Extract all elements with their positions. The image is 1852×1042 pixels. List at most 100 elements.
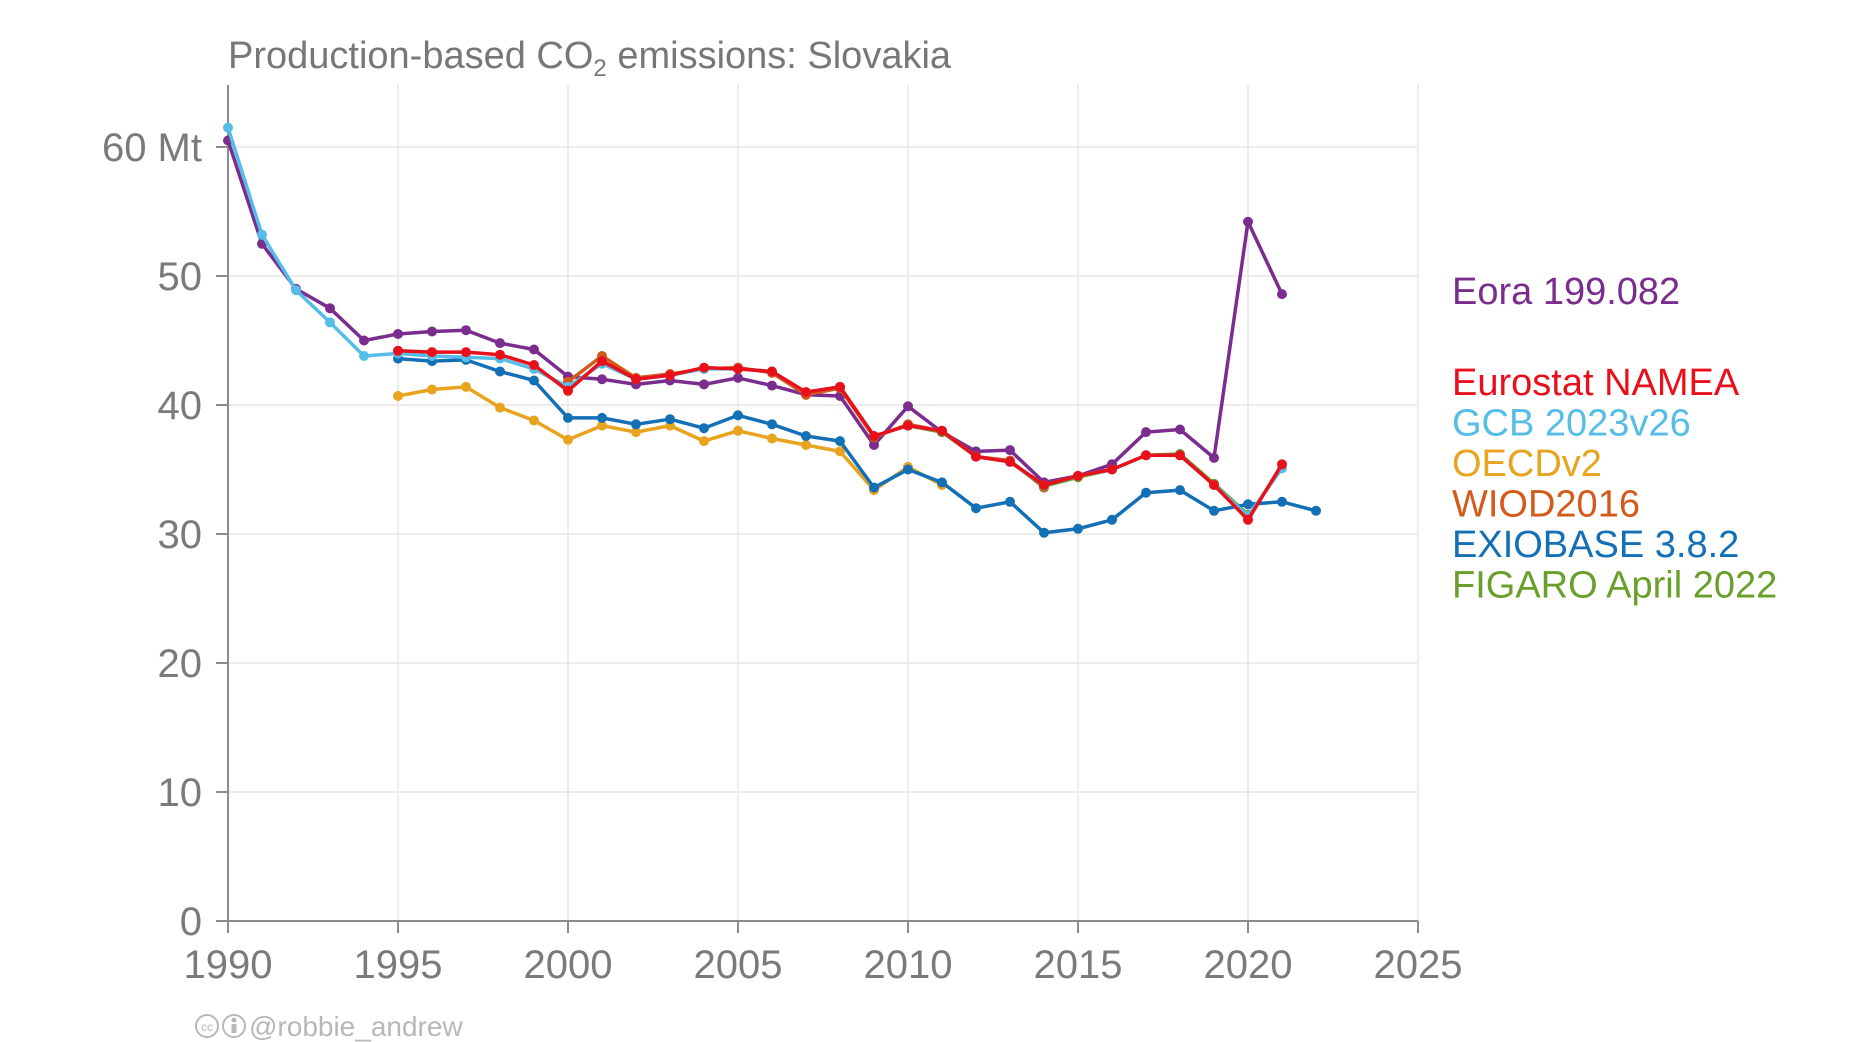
x-tick-label: 2005 — [694, 943, 783, 987]
data-point-eurostat-namea — [665, 370, 675, 381]
data-point-eurostat-namea — [1209, 480, 1219, 490]
data-point-eurostat-namea — [1277, 459, 1287, 470]
data-point-exiobase-3-8-2 — [937, 477, 947, 488]
data-point-eurostat-namea — [631, 374, 641, 385]
data-point-exiobase-3-8-2 — [1175, 485, 1185, 496]
data-point-oecdv2 — [461, 381, 471, 392]
data-point-eora-199-082 — [1243, 216, 1253, 227]
attribution-icon — [222, 1014, 246, 1038]
data-point-eora-199-082 — [1005, 445, 1015, 456]
data-point-exiobase-3-8-2 — [1039, 527, 1049, 538]
series-oecdv2 — [393, 381, 947, 496]
chart-title-subscript: 2 — [593, 55, 606, 82]
y-tick-label: 60 Mt — [102, 126, 202, 170]
data-point-eora-199-082 — [495, 338, 505, 349]
data-point-gcb-2023v26 — [257, 229, 267, 240]
data-point-oecdv2 — [835, 446, 845, 457]
chart-title: Production-based CO2 emissions: Slovakia — [228, 35, 952, 82]
data-point-gcb-2023v26 — [291, 285, 301, 296]
x-tick-label: 1990 — [184, 943, 273, 987]
data-point-gcb-2023v26 — [223, 122, 233, 133]
data-point-exiobase-3-8-2 — [1243, 499, 1253, 510]
y-tick-label: 30 — [158, 513, 203, 557]
data-point-eurostat-namea — [1175, 450, 1185, 461]
data-point-oecdv2 — [393, 391, 403, 401]
data-point-exiobase-3-8-2 — [733, 410, 743, 421]
data-point-eora-199-082 — [597, 374, 607, 385]
chart-title-prefix: Production-based CO — [228, 35, 593, 77]
data-point-gcb-2023v26 — [325, 317, 335, 328]
data-point-eora-199-082 — [529, 344, 539, 355]
data-point-eurostat-namea — [1107, 464, 1117, 475]
data-point-exiobase-3-8-2 — [665, 414, 675, 425]
data-point-exiobase-3-8-2 — [1005, 496, 1015, 507]
data-point-oecdv2 — [529, 415, 539, 426]
creative-commons-icon: cc — [195, 1014, 219, 1038]
legend-item-eora-199-082: Eora 199.082 — [1452, 271, 1680, 313]
series-line-oecdv2 — [396, 385, 944, 492]
data-point-eurostat-namea — [869, 431, 879, 441]
legend-item-oecdv2: OECDv2 — [1452, 443, 1602, 485]
data-point-exiobase-3-8-2 — [801, 431, 811, 441]
legend-item-gcb-2023v26: GCB 2023v26 — [1452, 403, 1691, 445]
data-point-eora-199-082 — [1209, 452, 1219, 463]
data-point-eurostat-namea — [835, 381, 845, 392]
data-point-eurostat-namea — [767, 366, 777, 377]
data-point-oecdv2 — [495, 402, 505, 413]
data-point-exiobase-3-8-2 — [631, 419, 641, 430]
axes: 1990 1995 2000 2005 2010 2015 2020 2025 0 10 20 30 4… — [102, 85, 1463, 987]
data-point-eurostat-namea — [1005, 456, 1015, 467]
data-point-eurostat-namea — [563, 385, 573, 396]
data-point-eurostat-namea — [1141, 450, 1151, 461]
y-tick-label: 50 — [158, 255, 203, 299]
data-point-eora-199-082 — [359, 335, 369, 346]
data-point-eora-199-082 — [325, 303, 335, 314]
series-line-exiobase-3-8-2 — [396, 356, 1318, 535]
data-point-exiobase-3-8-2 — [1311, 505, 1321, 516]
gridlines — [228, 85, 1419, 921]
data-point-eora-199-082 — [393, 329, 403, 339]
data-point-oecdv2 — [733, 425, 743, 436]
legend-item-wiod2016: WIOD2016 — [1452, 484, 1640, 526]
data-point-exiobase-3-8-2 — [597, 412, 607, 423]
data-point-exiobase-3-8-2 — [767, 419, 777, 430]
data-point-exiobase-3-8-2 — [1277, 496, 1287, 507]
data-point-exiobase-3-8-2 — [971, 503, 981, 514]
data-point-oecdv2 — [563, 434, 573, 445]
legend-item-eurostat-namea: Eurostat NAMEA — [1452, 362, 1740, 404]
series-line-eora-199-082 — [226, 138, 1284, 485]
x-tick-label: 2020 — [1204, 943, 1293, 987]
data-point-exiobase-3-8-2 — [1073, 523, 1083, 534]
data-point-eurostat-namea — [801, 387, 811, 398]
data-point-eurostat-namea — [529, 360, 539, 370]
series-gcb-2023v26 — [223, 122, 1287, 521]
series-eurostat-namea — [393, 345, 1287, 525]
legend-item-figaro-april-2022: FIGARO April 2022 — [1452, 565, 1777, 607]
data-point-eora-199-082 — [461, 325, 471, 336]
svg-text:cc: cc — [201, 1020, 213, 1034]
data-point-eurostat-namea — [393, 345, 403, 356]
data-point-eora-199-082 — [767, 380, 777, 391]
data-point-oecdv2 — [801, 440, 811, 450]
data-point-exiobase-3-8-2 — [699, 423, 709, 434]
data-point-exiobase-3-8-2 — [835, 436, 845, 447]
data-point-eurostat-namea — [1243, 514, 1253, 525]
y-tick-label: 40 — [158, 384, 203, 428]
data-point-exiobase-3-8-2 — [1107, 514, 1117, 525]
series-exiobase-3-8-2 — [393, 353, 1321, 538]
data-point-eurostat-namea — [937, 425, 947, 436]
data-point-eurostat-namea — [461, 347, 471, 358]
data-point-eora-199-082 — [1277, 289, 1287, 300]
data-point-eora-199-082 — [1141, 427, 1151, 438]
data-point-oecdv2 — [699, 436, 709, 447]
data-point-eora-199-082 — [1175, 424, 1185, 435]
y-tick-label: 0 — [180, 900, 202, 944]
data-point-eora-199-082 — [869, 440, 879, 450]
x-tick-label: 2025 — [1374, 943, 1463, 987]
credit-handle: @robbie_andrew — [249, 1011, 463, 1042]
data-point-oecdv2 — [631, 427, 641, 438]
data-point-exiobase-3-8-2 — [495, 366, 505, 377]
data-point-eurostat-namea — [971, 451, 981, 462]
